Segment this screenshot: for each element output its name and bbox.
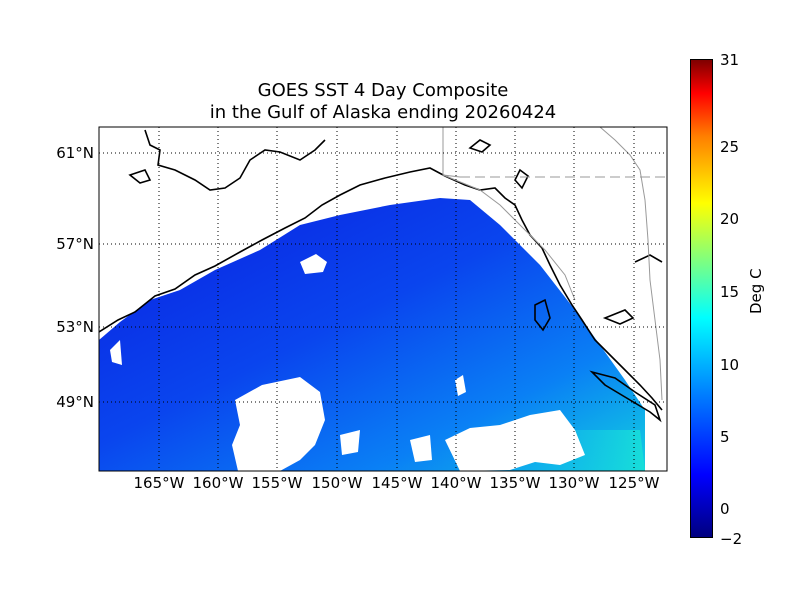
longitude-label: 145°W bbox=[371, 474, 423, 492]
longitude-label: 125°W bbox=[608, 474, 660, 492]
colorbar bbox=[690, 59, 713, 538]
graticule bbox=[99, 127, 667, 471]
map-title-line-1: GOES SST 4 Day Composite bbox=[257, 80, 509, 101]
borders bbox=[442, 127, 667, 401]
colorbar-tick-label: −2 bbox=[720, 530, 743, 548]
map-frame bbox=[98, 126, 668, 472]
longitude-label: 140°W bbox=[430, 474, 482, 492]
longitude-label: 155°W bbox=[251, 474, 303, 492]
latitude-label: 53°N bbox=[56, 318, 94, 336]
map-title-line-2: in the Gulf of Alaska ending 20260424 bbox=[209, 102, 557, 123]
latitude-label: 49°N bbox=[56, 393, 94, 411]
colorbar-tick-label: 25 bbox=[720, 138, 740, 156]
no-data-areas bbox=[110, 254, 585, 471]
sst-field bbox=[99, 198, 645, 471]
colorbar-tick-label: 10 bbox=[720, 356, 740, 374]
longitude-label: 130°W bbox=[548, 474, 600, 492]
longitude-label: 165°W bbox=[133, 474, 185, 492]
longitude-label: 135°W bbox=[489, 474, 541, 492]
colorbar-label: Deg C bbox=[747, 268, 765, 314]
colorbar-tick-label: 15 bbox=[720, 283, 740, 301]
latitude-label: 57°N bbox=[56, 235, 94, 253]
latitude-label: 61°N bbox=[56, 144, 94, 162]
colorbar-tick-label: 0 bbox=[720, 500, 730, 518]
colorbar-tick-label: 31 bbox=[720, 51, 740, 69]
longitude-label: 150°W bbox=[311, 474, 363, 492]
longitude-label: 160°W bbox=[192, 474, 244, 492]
colorbar-tick-label: 20 bbox=[720, 210, 740, 228]
colorbar-tick-label: 5 bbox=[720, 428, 730, 446]
